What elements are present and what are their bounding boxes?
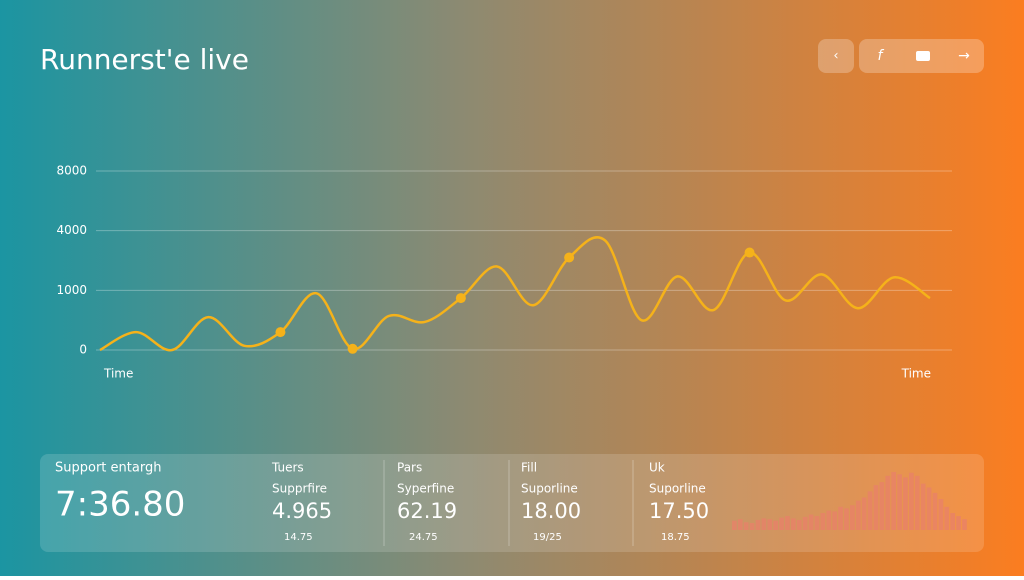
sparkline-bar [838,506,843,530]
y-tick-label: 4000 [56,223,87,237]
sparkline-bar [861,497,867,530]
sparkline-bar [891,472,897,530]
card-label: Pars [397,461,422,475]
sparkline-bar [962,519,967,530]
card-value: 62.19 [397,499,457,523]
sparkline-bar [885,475,891,530]
sparkline-bar [926,487,932,530]
sparkline-bar [950,512,956,530]
card-note: 18.75 [661,532,690,543]
sparkline-bar [897,474,902,530]
data-line [99,236,931,352]
card-note: 24.75 [409,532,438,543]
sparkline-bar [850,505,855,530]
sparkline-bar [749,523,755,530]
sparkline-bar [920,483,926,530]
highlight-point [347,343,358,354]
main-label: Support entargh [55,461,161,476]
x-axis-label: Time [901,367,931,381]
back-icon: ‹ [833,49,838,64]
sparkline-bar [779,517,784,530]
sparkline-bar [873,485,879,530]
back-button[interactable] [818,39,854,73]
sparkline-bar [914,475,920,530]
share-icon[interactable]: f [878,48,885,64]
sparkline-bar [761,518,767,530]
x-axis-label: Time [103,367,133,381]
card-value: 18.00 [521,499,581,523]
card-note: 19/25 [533,532,562,543]
card-sublabel: Suporline [649,482,706,496]
card-label: Fill [521,461,537,475]
highlight-point [275,327,286,338]
y-tick-label: 0 [79,343,87,357]
highlight-point [455,293,466,304]
card-sublabel: Supprfire [272,482,327,496]
sparkline-bar [844,508,849,530]
sparkline-bar [732,520,737,530]
sparkline-bar [903,477,908,530]
card-label: Uk [649,461,665,475]
y-tick-label: 8000 [56,164,87,178]
sparkline-bar [785,516,790,530]
media-icon[interactable] [916,51,930,61]
sparkline-bar [814,516,820,530]
sparkline-bar [832,511,838,530]
card-sublabel: Suporline [521,482,578,496]
main-value: 7:36.80 [55,485,185,525]
sparkline-bar [909,472,914,530]
sparkline-bar [802,516,808,530]
sparkline-bar [796,519,802,530]
sparkline-bar [956,516,961,530]
sparkline-bar [808,514,814,530]
card-value: 17.50 [649,499,709,523]
sparkline-bar [773,520,779,530]
title: Runnerst'e live [40,43,249,76]
sparkline-bar [879,482,885,530]
card-label: Tuers [271,461,304,475]
sparkline-bar [767,519,773,530]
toolbar: ‹ f → [818,39,984,73]
sparkline-bar [737,519,743,530]
sparkline-bar [826,510,832,530]
sparkline-bar [944,506,950,530]
sparkline-bar [938,499,944,530]
y-tick-label: 1000 [56,283,87,297]
sparkline-bar [755,519,761,530]
sparkline-bar [867,491,873,530]
sparkline-bar [820,512,826,530]
sparkline-bar [855,500,861,530]
sparkline-bar [743,522,749,530]
card-sublabel: Syperfine [397,482,454,496]
next-icon[interactable]: → [958,48,970,64]
highlight-point [744,247,755,258]
card-note: 14.75 [284,532,313,543]
sparkline-bar [932,492,938,530]
sparkline-bar [791,518,796,530]
card-value: 4.965 [272,499,332,523]
highlight-point [564,252,575,263]
